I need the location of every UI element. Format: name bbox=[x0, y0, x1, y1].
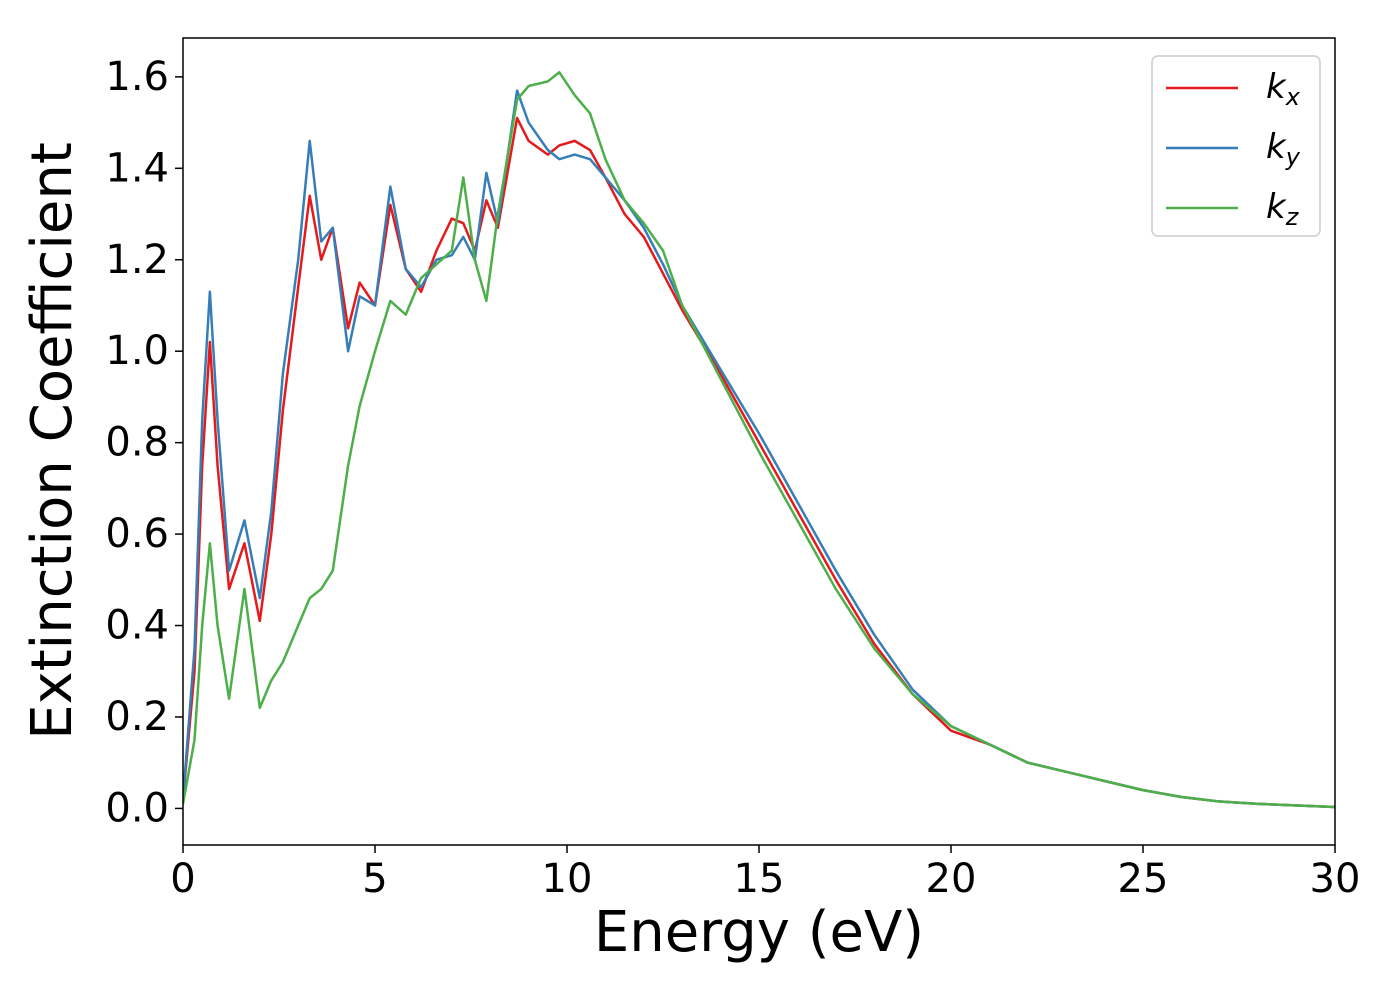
y-tick-label: 0.2 bbox=[105, 694, 169, 740]
series-line bbox=[183, 116, 1335, 809]
legend-box bbox=[1151, 55, 1321, 237]
y-tick-label: 1.0 bbox=[105, 328, 169, 374]
x-tick-label: 10 bbox=[542, 856, 593, 902]
legend-label: kx bbox=[1266, 67, 1301, 112]
x-tick-label: 15 bbox=[734, 856, 785, 902]
x-tick-label: 0 bbox=[170, 856, 195, 902]
plot-frame bbox=[182, 37, 1336, 846]
y-tick-label: 1.4 bbox=[105, 145, 169, 191]
y-tick-label: 0.8 bbox=[105, 420, 169, 466]
x-axis-label: Energy (eV) bbox=[594, 900, 924, 965]
y-axis-label: Extinction Coefficient bbox=[20, 142, 85, 740]
y-tick-label: 0.4 bbox=[105, 603, 169, 649]
y-tick-label: 1.6 bbox=[105, 54, 169, 100]
x-tick-label: 25 bbox=[1118, 856, 1169, 902]
x-tick-label: 5 bbox=[362, 856, 387, 902]
y-tick-label: 0.6 bbox=[105, 511, 169, 557]
legend-label: ky bbox=[1266, 127, 1301, 172]
y-tick-label: 0.0 bbox=[105, 785, 169, 831]
x-tick-label: 30 bbox=[1310, 856, 1361, 902]
y-tick-label: 1.2 bbox=[105, 237, 169, 283]
legend-label: kz bbox=[1266, 187, 1300, 232]
x-tick-label: 20 bbox=[926, 856, 977, 902]
series-line bbox=[183, 71, 1335, 809]
